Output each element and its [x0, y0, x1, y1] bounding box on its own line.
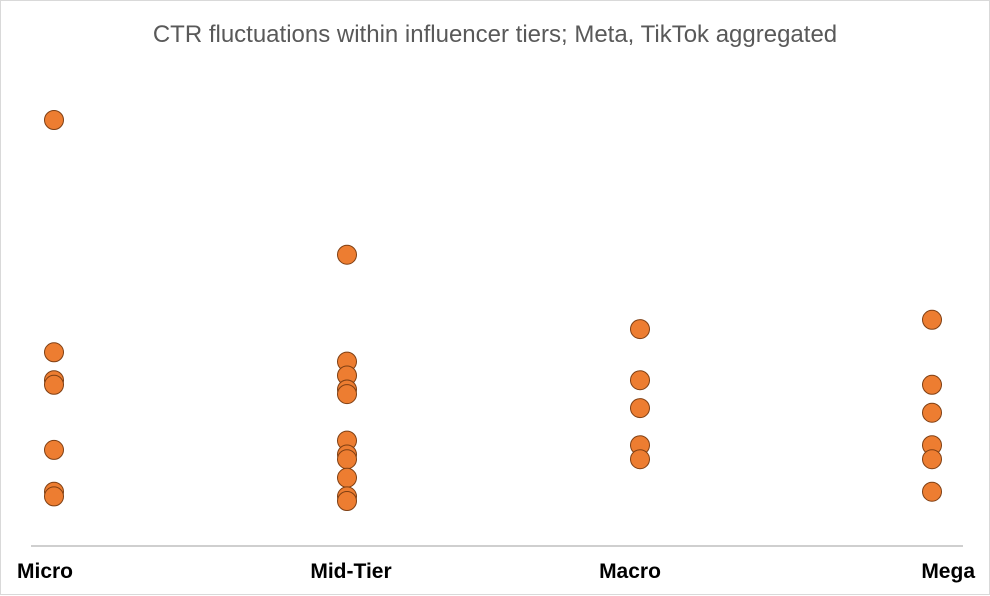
data-point-micro-2	[44, 342, 64, 363]
data-point-mid-tier-8	[337, 449, 357, 470]
data-point-micro-5	[44, 439, 64, 460]
data-point-macro-1	[630, 319, 650, 340]
x-tick-labels: Micro Mid-Tier Macro Mega	[17, 560, 975, 583]
data-point-mid-tier-11	[337, 491, 357, 511]
data-point-mega-3	[922, 402, 942, 423]
data-point-micro-4	[44, 374, 64, 395]
data-point-macro-2	[630, 370, 650, 391]
x-tick-label-macro: Macro	[599, 560, 661, 583]
data-point-mega-6	[922, 481, 942, 502]
data-point-micro-1	[44, 110, 64, 130]
data-point-mega-2	[922, 374, 942, 395]
x-tick-label-micro: Micro	[17, 560, 73, 583]
data-points	[44, 110, 942, 511]
x-tick-label-mega: Mega	[921, 560, 975, 583]
data-point-mega-1	[922, 309, 942, 330]
data-point-mid-tier-5	[337, 384, 357, 405]
data-point-mega-5	[922, 449, 942, 470]
data-point-macro-3	[630, 398, 650, 419]
x-tick-label-mid-tier: Mid-Tier	[310, 560, 391, 583]
data-point-mid-tier-1	[337, 244, 357, 265]
chart-title: CTR fluctuations within influencer tiers…	[152, 21, 838, 48]
data-point-micro-7	[44, 486, 64, 507]
data-point-macro-5	[630, 449, 650, 470]
data-point-mid-tier-9	[337, 467, 357, 488]
